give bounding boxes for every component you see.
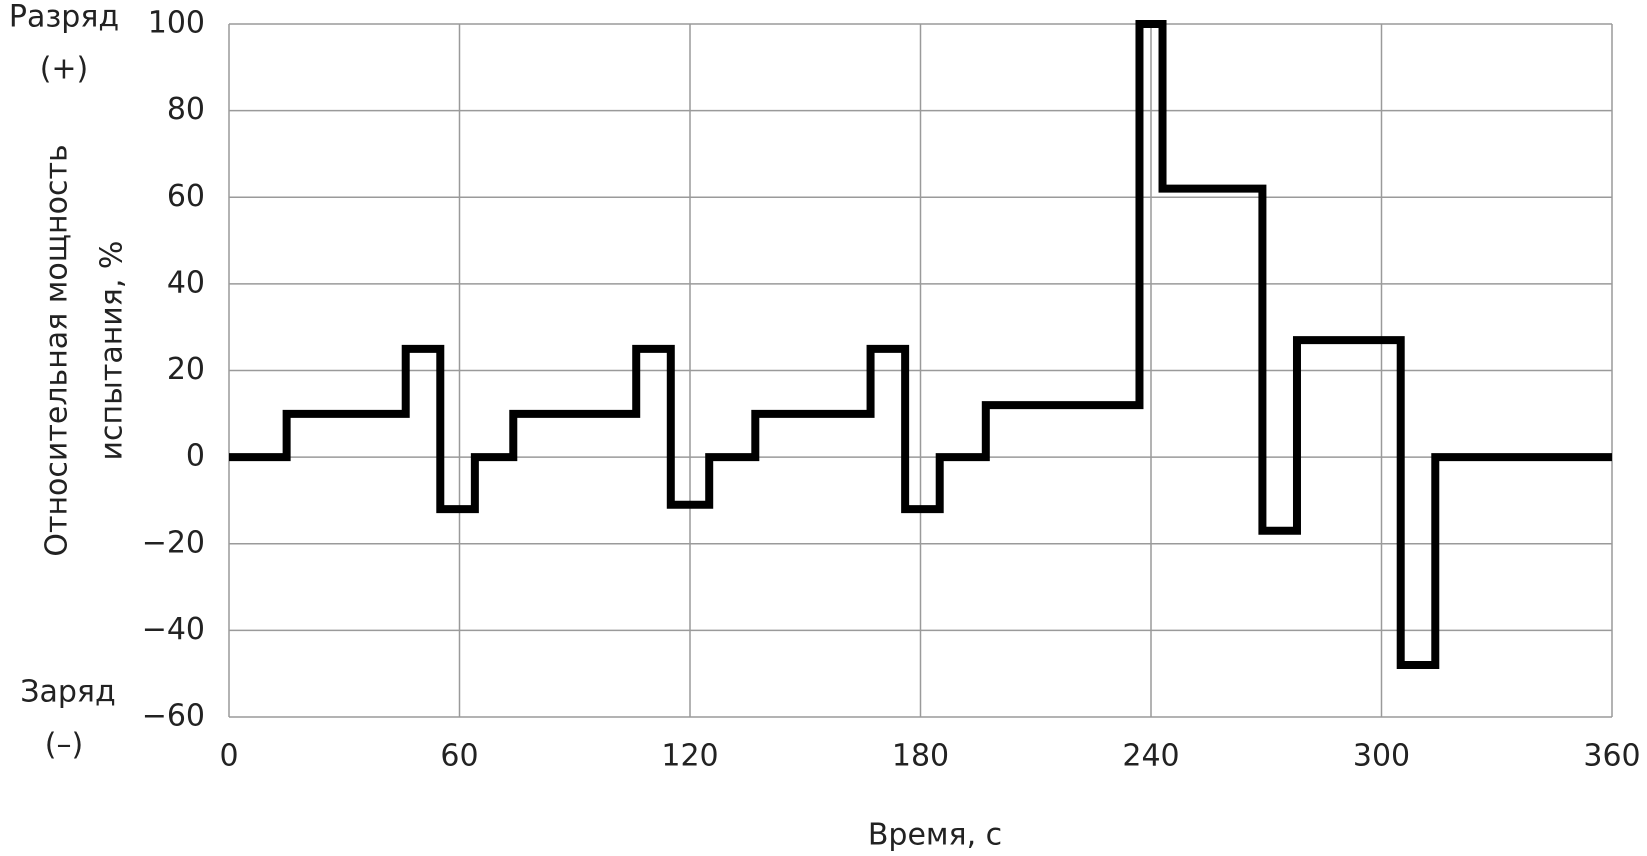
annotation: (+) bbox=[40, 52, 89, 87]
y-axis-label: Относительная мощность bbox=[40, 144, 75, 556]
annotation: Разряд bbox=[9, 0, 119, 35]
x-tick-label: 0 bbox=[219, 739, 238, 774]
y-tick-label: 60 bbox=[167, 179, 205, 214]
y-tick-label: −60 bbox=[142, 699, 205, 734]
y-tick-label: 40 bbox=[167, 265, 205, 300]
y-tick-label: 100 bbox=[148, 6, 205, 41]
annotation: (–) bbox=[45, 728, 83, 763]
x-tick-label: 120 bbox=[661, 739, 718, 774]
y-axis-label: испытания, % bbox=[95, 241, 130, 461]
y-tick-label: −20 bbox=[142, 525, 205, 560]
x-axis-label: Время, с bbox=[868, 818, 1002, 853]
x-tick-label: 360 bbox=[1583, 739, 1640, 774]
y-tick-label: 80 bbox=[167, 92, 205, 127]
y-tick-label: −40 bbox=[142, 612, 205, 647]
x-tick-label: 300 bbox=[1353, 739, 1410, 774]
x-tick-label: 60 bbox=[440, 739, 478, 774]
y-tick-label: 20 bbox=[167, 352, 205, 387]
data-line bbox=[229, 20, 1612, 670]
y-tick-label: 0 bbox=[186, 439, 205, 474]
x-tick-label: 240 bbox=[1122, 739, 1179, 774]
annotation: Заряд bbox=[20, 675, 115, 710]
x-tick-label: 180 bbox=[892, 739, 949, 774]
